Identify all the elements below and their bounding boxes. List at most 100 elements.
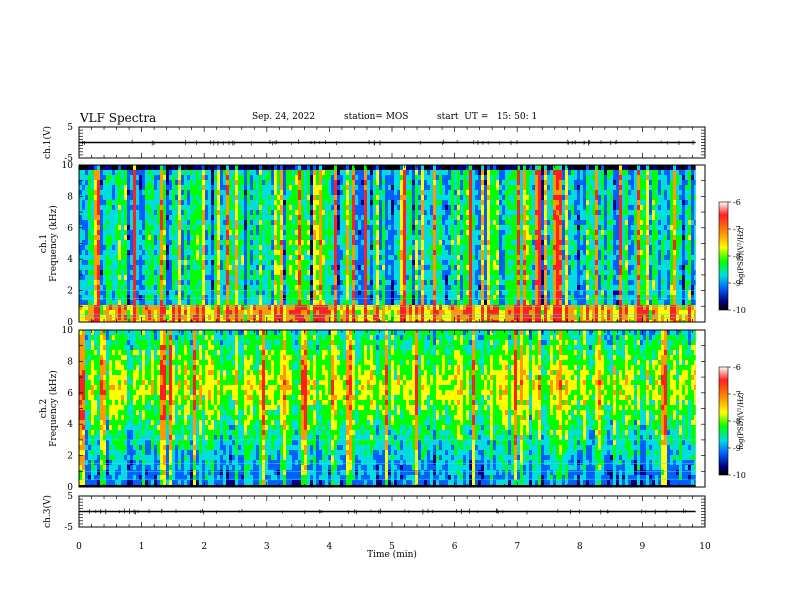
spectrogram-cell: [463, 270, 466, 275]
spectrogram-cell: [334, 260, 337, 265]
spectrogram-cell: [196, 175, 199, 180]
spectrogram-cell: [463, 215, 466, 220]
spectrogram-cell: [340, 170, 343, 175]
spectrogram-cell: [502, 210, 505, 215]
spectrogram-cell: [346, 165, 349, 170]
spectrogram-cell: [427, 240, 430, 245]
spectrogram-cell: [124, 250, 127, 255]
spectrogram-cell: [376, 165, 379, 170]
spectrogram-cell: [157, 230, 160, 235]
spectrogram-cell: [391, 210, 394, 215]
spectrogram-cell: [379, 175, 382, 180]
spectrogram-cell: [97, 200, 100, 205]
spectrogram-cell: [499, 210, 502, 215]
spectrogram-cell: [436, 280, 439, 285]
spectrogram-cell: [313, 305, 316, 310]
spectrogram-cell: [274, 195, 277, 200]
spectrogram-cell: [301, 285, 304, 290]
spectrogram-cell: [541, 250, 544, 255]
spectrogram-cell: [163, 185, 166, 190]
spectrogram-cell: [400, 165, 403, 170]
spectrogram-cell: [298, 285, 301, 290]
spectrogram-cell: [460, 235, 463, 240]
spectrogram-cell: [79, 320, 82, 322]
spectrogram-cell: [226, 305, 229, 310]
spectrogram-cell: [319, 260, 322, 265]
spectrogram-cell: [541, 180, 544, 185]
spectrogram-cell: [175, 280, 178, 285]
spectrogram-cell: [295, 230, 298, 235]
spectrogram-cell: [484, 250, 487, 255]
spectrogram-cell: [463, 205, 466, 210]
spectrogram-cell: [154, 295, 157, 300]
spectrogram-cell: [328, 180, 331, 185]
spectrogram-cell: [301, 265, 304, 270]
spectrogram-cell: [409, 195, 412, 200]
spectrogram-cell: [172, 210, 175, 215]
spectrogram-cell: [517, 250, 520, 255]
spectrogram-cell: [313, 190, 316, 195]
spectrogram-cell: [361, 185, 364, 190]
spectrogram-cell: [250, 180, 253, 185]
spectrogram-cell: [256, 320, 259, 322]
spectrogram-cell: [487, 320, 490, 322]
spectrogram-cell: [199, 275, 202, 280]
spectrogram-cell: [466, 170, 469, 175]
spectrogram-cell: [169, 240, 172, 245]
spectrogram-cell: [235, 300, 238, 305]
spectrogram-cell: [316, 195, 319, 200]
spectrogram-cell: [157, 280, 160, 285]
spectrogram-cell: [448, 175, 451, 180]
spectrogram-cell: [109, 275, 112, 280]
spectrogram-cell: [418, 245, 421, 250]
spectrogram-cell: [262, 305, 265, 310]
spectrogram-cell: [529, 190, 532, 195]
spectrogram-cell: [289, 300, 292, 305]
spectrogram-cell: [127, 165, 130, 170]
spectrogram-cell: [79, 230, 82, 235]
spectrogram-cell: [508, 265, 511, 270]
spectrogram-cell: [439, 205, 442, 210]
spectrogram-cell: [355, 255, 358, 260]
spectrogram-cell: [406, 285, 409, 290]
spectrogram-cell: [451, 305, 454, 310]
spectrogram-cell: [214, 170, 217, 175]
spectrogram-cell: [220, 290, 223, 295]
spectrogram-cell: [331, 225, 334, 230]
spectrogram-cell: [271, 230, 274, 235]
spectrogram-cell: [292, 215, 295, 220]
spectrogram-cell: [175, 235, 178, 240]
spectrogram-cell: [532, 230, 535, 235]
spectrogram-cell: [154, 220, 157, 225]
spectrogram-cell: [337, 285, 340, 290]
spectrogram-cell: [244, 205, 247, 210]
spectrogram-cell: [538, 210, 541, 215]
spectrogram-cell: [358, 195, 361, 200]
spectrogram-cell: [445, 235, 448, 240]
spectrogram-cell: [154, 195, 157, 200]
spectrogram-cell: [379, 310, 382, 315]
spectrogram-cell: [85, 265, 88, 270]
spectrogram-cell: [127, 270, 130, 275]
spectrogram-cell: [538, 200, 541, 205]
spectrogram-cell: [82, 245, 85, 250]
spectrogram-cell: [523, 305, 526, 310]
spectrogram-cell: [382, 185, 385, 190]
spectrogram-cell: [313, 255, 316, 260]
spectrogram-cell: [340, 295, 343, 300]
spectrogram-cell: [310, 200, 313, 205]
spectrogram-cell: [328, 215, 331, 220]
spectrogram-cell: [181, 165, 184, 170]
spectrogram-cell: [502, 260, 505, 265]
spectrogram-cell: [418, 270, 421, 275]
spectrogram-cell: [520, 190, 523, 195]
spectrogram-cell: [295, 215, 298, 220]
spectrogram-cell: [97, 295, 100, 300]
spectrogram-cell: [427, 255, 430, 260]
spectrogram-cell: [208, 255, 211, 260]
spectrogram-cell: [370, 185, 373, 190]
spectrogram-cell: [388, 220, 391, 225]
spectrogram-cell: [403, 190, 406, 195]
spectrogram-cell: [139, 250, 142, 255]
spectrogram-cell: [529, 260, 532, 265]
